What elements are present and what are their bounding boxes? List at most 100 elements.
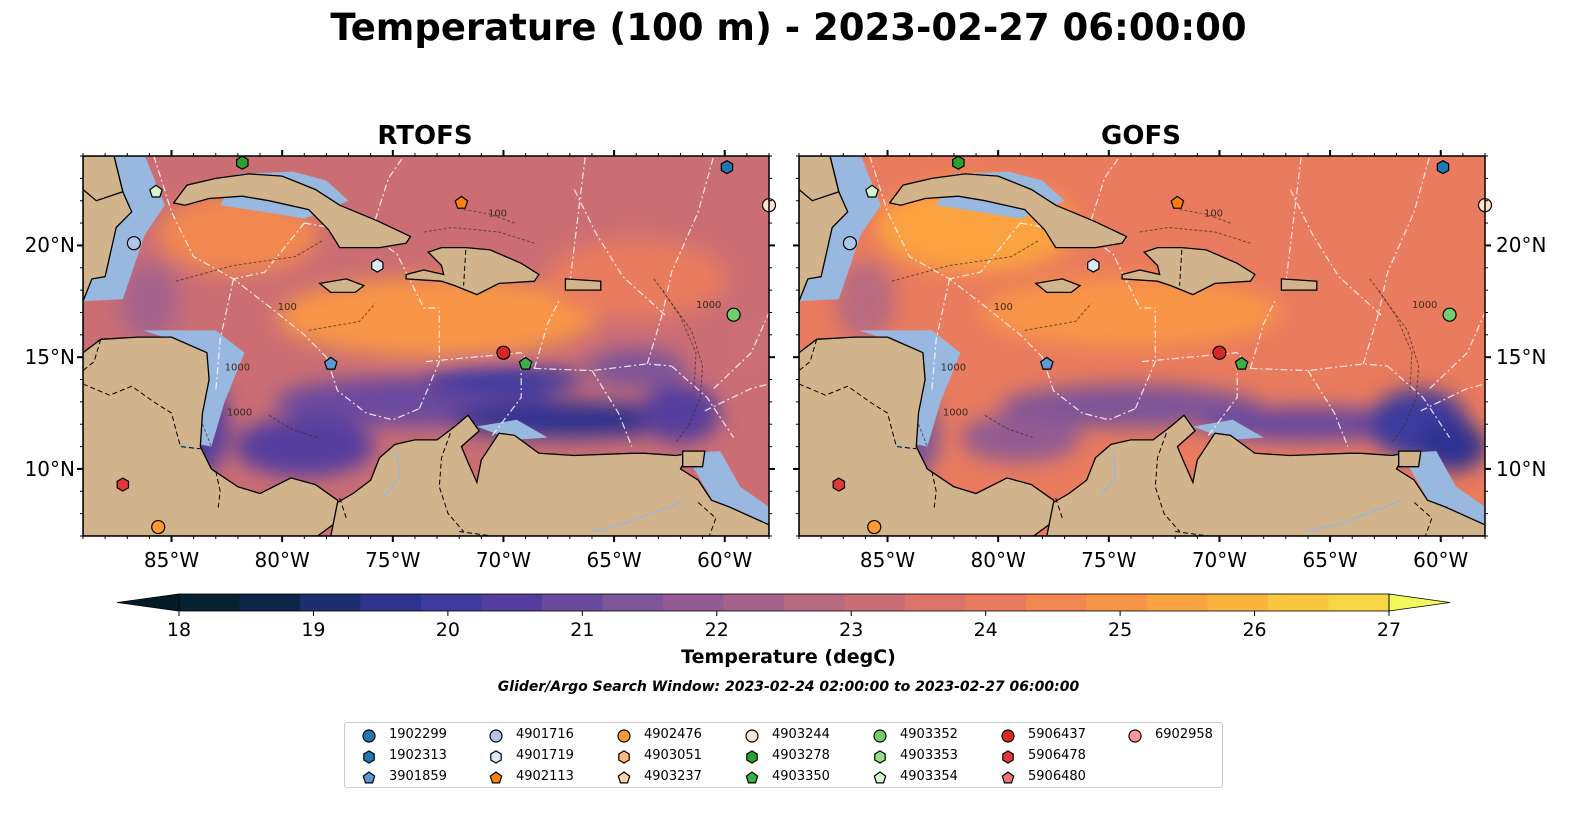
legend-label: 5906478	[1028, 748, 1086, 763]
colorbar-segment	[300, 594, 362, 611]
land-jamaica	[1034, 278, 1082, 294]
float-marker-4903350	[518, 356, 533, 370]
lon-label: 85°W	[859, 548, 916, 572]
float-marker-4901719	[371, 258, 384, 273]
country-border	[1179, 249, 1183, 286]
legend-label: 5906480	[1028, 769, 1086, 784]
gofs-map: 1000 100 1000 1000 100	[793, 150, 1493, 542]
float-marker-1902313	[720, 160, 734, 175]
float-marker-5906478	[116, 477, 130, 492]
colorbar-segment	[723, 594, 785, 611]
float-marker-4903354	[865, 184, 879, 198]
temperature-patch	[119, 261, 180, 342]
lon-label: 70°W	[1191, 548, 1248, 572]
temperature-patch	[234, 416, 375, 477]
eez-boundary	[1285, 156, 1302, 284]
lon-label: 75°W	[365, 548, 421, 572]
float-marker-4902476	[867, 519, 882, 535]
river	[1099, 451, 1117, 497]
eez-boundary	[569, 156, 586, 284]
float-marker-4903354	[149, 184, 163, 198]
temperature-patch	[586, 348, 687, 389]
isobath-contour	[423, 226, 535, 244]
isobath-label: 1000	[225, 363, 250, 374]
eez-boundary	[215, 278, 235, 391]
country-border	[799, 383, 917, 450]
isobath-contour	[984, 414, 1034, 439]
country-border	[931, 471, 937, 510]
legend-marker	[874, 750, 886, 764]
legend-label: 4903278	[772, 748, 830, 763]
legend-marker	[490, 750, 502, 764]
legend-marker-circle	[745, 729, 759, 743]
eez-boundary	[491, 368, 522, 436]
isobath-contour	[891, 240, 1039, 282]
eez-boundary	[591, 370, 633, 447]
lon-label: 65°W	[1302, 548, 1358, 572]
isobath-contour	[1179, 209, 1231, 224]
country-border	[438, 433, 464, 532]
colorbar-segment	[1268, 594, 1330, 611]
float-marker-4902476	[151, 519, 166, 535]
lon-label: 60°W	[1413, 548, 1469, 572]
isobath-label: 1000	[943, 407, 968, 418]
float-marker-4903350	[1234, 356, 1249, 370]
country-border	[1413, 502, 1433, 536]
colorbar-frame	[178, 593, 1390, 612]
colorbar-segment	[1207, 594, 1269, 611]
shallow-shelf	[476, 419, 548, 440]
land-centralAmerica	[799, 156, 849, 536]
legend-marker-pentagon	[873, 771, 887, 784]
country-border	[1154, 433, 1180, 532]
legend-label: 4902476	[644, 727, 702, 742]
land-southAmerica	[330, 414, 769, 536]
lat-label-left: 10°N	[24, 456, 75, 481]
legend-label: 4903353	[900, 748, 958, 763]
colorbar-extend-high	[1388, 593, 1451, 612]
float-marker-4901716	[126, 236, 141, 251]
country-border	[83, 383, 201, 450]
temperature-patch	[960, 412, 1081, 463]
eez-boundary	[646, 156, 715, 365]
colorbar-tick-label: 21	[570, 619, 595, 641]
float-marker-5906478	[832, 477, 846, 492]
country-border	[697, 502, 717, 536]
legend-marker-pentagon	[362, 771, 376, 784]
eez-boundary	[418, 308, 440, 409]
legend-label: 1902299	[389, 727, 447, 742]
shallow-shelf	[1192, 419, 1264, 440]
isobath-label: 100	[1204, 208, 1223, 219]
legend-label: 4903350	[772, 769, 830, 784]
legend-marker	[1128, 729, 1142, 743]
colorbar-segment	[965, 594, 1027, 611]
legend-marker	[873, 729, 887, 743]
colorbar-extend-low	[116, 593, 180, 612]
country-border	[339, 497, 347, 519]
float-marker-4902113	[1170, 195, 1185, 209]
eez-boundary	[533, 301, 560, 369]
eez-boundary	[1207, 368, 1238, 436]
legend-marker	[873, 771, 887, 784]
isobath-label: 1000	[227, 407, 252, 418]
rtofs-map: 1000 100 1000 1000 100	[77, 150, 777, 542]
colorbar-segment	[1328, 594, 1390, 611]
lon-label: 70°W	[475, 548, 532, 572]
legend-marker	[617, 771, 631, 784]
land-hispaniola	[1121, 246, 1256, 296]
colorbar-segment	[481, 594, 543, 611]
eez-boundary	[304, 222, 440, 309]
isobath-label: 100	[278, 302, 297, 313]
colorbar-segment	[1086, 594, 1148, 611]
legend-marker-hexagon	[746, 750, 758, 764]
lat-label-right: 15°N	[1496, 345, 1547, 370]
eez-boundary	[1250, 363, 1388, 372]
eez-boundary	[233, 222, 305, 280]
eez-boundary	[713, 312, 769, 389]
legend-marker-pentagon	[489, 771, 503, 784]
colorbar-segment	[542, 594, 604, 611]
legend-label: 1902313	[389, 748, 447, 763]
colorbar	[116, 593, 1451, 616]
float-marker-4902113	[454, 195, 469, 209]
legend-marker	[362, 729, 376, 743]
land-cuba	[172, 173, 412, 249]
